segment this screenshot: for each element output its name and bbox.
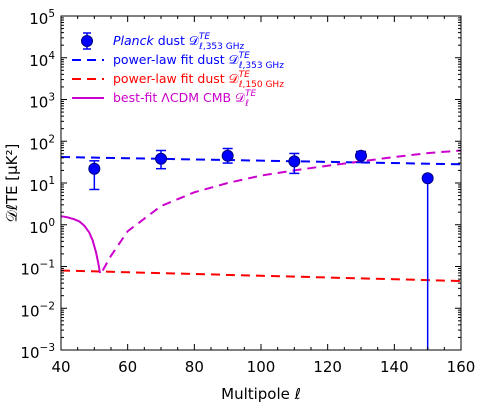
data-point bbox=[355, 149, 367, 162]
x-tick-label: 80 bbox=[185, 358, 204, 376]
legend-label: Planck dust 𝒟TE ℓ,353 GHz bbox=[113, 32, 244, 52]
y-tick-label: 10−1 bbox=[20, 259, 55, 279]
curves-layer bbox=[60, 149, 462, 282]
x-axis-title: Multipole ℓ bbox=[221, 385, 301, 403]
data-point bbox=[221, 149, 234, 162]
x-tick-label: 60 bbox=[118, 358, 137, 376]
x-axis: 40 60 80 100 120 140 160 bbox=[51, 16, 475, 376]
y-tick-label: 101 bbox=[29, 175, 55, 195]
y-tick-label: 105 bbox=[29, 8, 55, 28]
y-axis-title-group: 𝒟ℓTE [μK²] bbox=[3, 144, 21, 223]
y-tick-label: 10−2 bbox=[20, 300, 55, 320]
x-tick-label: 120 bbox=[313, 358, 342, 376]
y-tick-label: 100 bbox=[29, 217, 55, 237]
series-line-dashed bbox=[60, 269, 462, 282]
y-tick-label: 104 bbox=[29, 50, 55, 70]
y-tick-label: 103 bbox=[29, 92, 55, 112]
data-point bbox=[421, 172, 434, 185]
data-point bbox=[155, 152, 167, 165]
series-line-dashed bbox=[60, 156, 462, 166]
data-point bbox=[88, 162, 101, 175]
legend-marker-point bbox=[81, 35, 93, 47]
legend-label: power-law fit dust 𝒟TE ℓ,353 GHz bbox=[113, 51, 284, 71]
series-line-solid bbox=[60, 215, 101, 274]
y-tick-label: 102 bbox=[29, 133, 55, 153]
x-tick-label: 100 bbox=[247, 358, 276, 376]
legend-label: best-fit ΛCDM CMB 𝒟TE ℓ bbox=[113, 89, 256, 109]
data-point bbox=[288, 155, 301, 168]
data-points-layer bbox=[88, 147, 434, 350]
y-tick-label: 10−3 bbox=[20, 342, 55, 362]
x-tick-label: 160 bbox=[447, 358, 476, 376]
series-line-dashed bbox=[101, 149, 462, 271]
y-axis: 10−3 10−2 10−1 100 101 102 103 104 105 bbox=[20, 8, 461, 362]
x-tick-label: 140 bbox=[380, 358, 409, 376]
y-axis-title: 𝒟ℓTE [μK²] bbox=[3, 144, 21, 223]
x-tick-label: 40 bbox=[51, 358, 70, 376]
legend-label: power-law fit dust 𝒟TE ℓ,150 GHz bbox=[113, 70, 284, 90]
